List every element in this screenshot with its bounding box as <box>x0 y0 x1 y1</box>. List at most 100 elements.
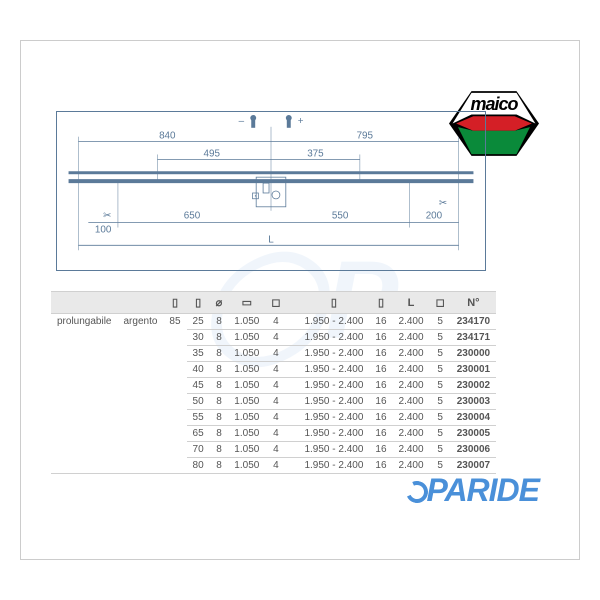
cell-partno: 230003 <box>451 394 496 410</box>
cell <box>286 394 298 410</box>
cell: 5 <box>430 442 451 458</box>
svg-text:840: 840 <box>159 131 176 142</box>
cell: 2.400 <box>393 442 430 458</box>
cell: 2.400 <box>393 378 430 394</box>
cell: 1.050 <box>228 442 265 458</box>
cell: 1.050 <box>228 410 265 426</box>
paride-text: PARIDE <box>426 472 539 508</box>
cell-partno: 230000 <box>451 346 496 362</box>
cell: 1.050 <box>228 314 265 330</box>
cell: 40 <box>187 362 210 378</box>
cell <box>286 314 298 330</box>
cell: 25 <box>187 314 210 330</box>
svg-text:⊡: ⊡ <box>251 191 259 202</box>
svg-text:–: – <box>239 116 245 127</box>
col-h3: ▯ <box>187 292 210 314</box>
cell: 1.050 <box>228 378 265 394</box>
cell: 16 <box>369 330 392 346</box>
col-h6: ◻ <box>265 292 286 314</box>
cell: 8 <box>210 314 229 330</box>
cell: 5 <box>430 362 451 378</box>
cell: 8 <box>210 426 229 442</box>
cell: 2.400 <box>393 426 430 442</box>
svg-text:✂: ✂ <box>439 198 447 209</box>
cell <box>286 346 298 362</box>
product-card: ◯P maico – + <box>20 40 580 560</box>
col-h5: ▭ <box>228 292 265 314</box>
cell: 55 <box>187 410 210 426</box>
cell: 1.950 - 2.400 <box>298 362 369 378</box>
svg-text:✂: ✂ <box>103 211 111 222</box>
col-h0 <box>51 292 118 314</box>
col-h7 <box>286 292 298 314</box>
cell-partno: 230004 <box>451 410 496 426</box>
table-header-row: ▯ ▯ ⌀ ▭ ◻ ▯ ▯ L ◻ N° <box>51 292 496 314</box>
cell: 70 <box>187 442 210 458</box>
cell: 2.400 <box>393 362 430 378</box>
cell-partno: 230005 <box>451 426 496 442</box>
svg-text:200: 200 <box>426 211 443 222</box>
cell: 2.400 <box>393 314 430 330</box>
cell: 8 <box>210 394 229 410</box>
cell: 1.950 - 2.400 <box>298 458 369 474</box>
cell: 30 <box>187 330 210 346</box>
cell <box>286 442 298 458</box>
cell: 1.050 <box>228 362 265 378</box>
cell: 5 <box>430 426 451 442</box>
cell: 4 <box>265 314 286 330</box>
cell <box>286 330 298 346</box>
col-hN: N° <box>451 292 496 314</box>
cell: 4 <box>265 394 286 410</box>
cell: 8 <box>210 362 229 378</box>
cell: 4 <box>265 458 286 474</box>
cell: 5 <box>430 346 451 362</box>
svg-text:100: 100 <box>95 224 112 235</box>
cell: 16 <box>369 394 392 410</box>
svg-text:495: 495 <box>204 148 221 159</box>
cell: 45 <box>187 378 210 394</box>
cell: 4 <box>265 362 286 378</box>
table-body: prolungabileargento852581.05041.950 - 2.… <box>51 314 496 474</box>
cell: 8 <box>210 378 229 394</box>
svg-text:795: 795 <box>357 131 374 142</box>
cell: 35 <box>187 346 210 362</box>
cell: 8 <box>210 346 229 362</box>
cell: 4 <box>265 442 286 458</box>
cell: 2.400 <box>393 330 430 346</box>
spec-table: ▯ ▯ ⌀ ▭ ◻ ▯ ▯ L ◻ N° prolungabileargento… <box>51 291 496 474</box>
cell: 8 <box>210 330 229 346</box>
cell: 16 <box>369 314 392 330</box>
col-h9: ▯ <box>369 292 392 314</box>
cell: 16 <box>369 362 392 378</box>
cell-partno: 234170 <box>451 314 496 330</box>
cell: 16 <box>369 346 392 362</box>
cell: 1.950 - 2.400 <box>298 346 369 362</box>
cell <box>286 362 298 378</box>
technical-drawing: – + 840 795 495 375 <box>56 111 486 271</box>
cell: 1.950 - 2.400 <box>298 442 369 458</box>
cell-partno: 230001 <box>451 362 496 378</box>
svg-text:+: + <box>298 116 304 127</box>
cell: 4 <box>265 346 286 362</box>
cell: 1.050 <box>228 458 265 474</box>
cell: 1.950 - 2.400 <box>298 426 369 442</box>
cell: 1.950 - 2.400 <box>298 314 369 330</box>
cell: 1.950 - 2.400 <box>298 330 369 346</box>
cell: 1.050 <box>228 426 265 442</box>
svg-text:375: 375 <box>307 148 324 159</box>
col-hL: L <box>393 292 430 314</box>
col-h8: ▯ <box>298 292 369 314</box>
cell: 8 <box>210 442 229 458</box>
cell: 50 <box>187 394 210 410</box>
cell-partno: 230006 <box>451 442 496 458</box>
cell: 5 <box>430 394 451 410</box>
svg-text:L: L <box>268 234 274 245</box>
cell: 16 <box>369 426 392 442</box>
col-h1 <box>118 292 164 314</box>
cell: 65 <box>187 426 210 442</box>
cell: 4 <box>265 410 286 426</box>
cell: 5 <box>430 314 451 330</box>
cell: 1.050 <box>228 346 265 362</box>
cell-label1: prolungabile <box>51 314 118 474</box>
cell-fixed: 85 <box>163 314 186 474</box>
